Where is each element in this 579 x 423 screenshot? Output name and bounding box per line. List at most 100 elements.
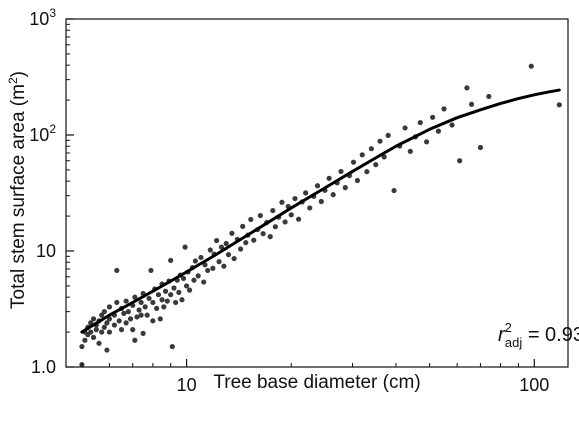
data-point bbox=[79, 343, 85, 350]
data-point bbox=[186, 287, 193, 293]
data-point bbox=[182, 244, 188, 250]
data-point bbox=[229, 230, 235, 236]
y-tick-label: 10 bbox=[36, 241, 56, 261]
data-point bbox=[210, 265, 216, 271]
data-point bbox=[114, 267, 120, 274]
data-point bbox=[288, 212, 294, 218]
data-point bbox=[142, 304, 148, 310]
data-point bbox=[267, 234, 273, 240]
data-point bbox=[282, 219, 288, 225]
data-point bbox=[207, 247, 213, 253]
data-point bbox=[342, 185, 348, 191]
annotation-value: = 0.93 bbox=[522, 324, 579, 346]
data-point bbox=[338, 168, 344, 175]
data-point bbox=[201, 279, 207, 285]
data-point bbox=[173, 299, 179, 306]
x-tick-label: 10 bbox=[177, 375, 197, 395]
data-point bbox=[326, 175, 332, 181]
data-point bbox=[161, 304, 167, 310]
data-point bbox=[303, 190, 309, 196]
data-point bbox=[169, 343, 175, 350]
data-point bbox=[377, 138, 383, 144]
data-point bbox=[225, 252, 232, 258]
data-point bbox=[111, 322, 117, 328]
data-point bbox=[435, 128, 442, 134]
data-point bbox=[96, 340, 102, 346]
data-point bbox=[195, 273, 201, 279]
data-point bbox=[191, 277, 197, 283]
data-point bbox=[150, 318, 156, 324]
data-point bbox=[106, 304, 113, 310]
data-point bbox=[192, 258, 198, 264]
data-point bbox=[350, 159, 357, 165]
data-point bbox=[457, 158, 463, 164]
data-points bbox=[79, 63, 562, 368]
data-point bbox=[449, 122, 455, 128]
annotation-superscript: 2 bbox=[505, 320, 512, 335]
data-point bbox=[198, 254, 204, 261]
data-point bbox=[314, 183, 321, 189]
data-point bbox=[168, 292, 174, 298]
y-axis-label-main: Total stem surface area (m bbox=[8, 84, 29, 309]
data-point bbox=[307, 205, 313, 211]
data-point bbox=[90, 316, 97, 322]
data-point bbox=[354, 177, 361, 184]
x-tick-label: 100 bbox=[519, 375, 549, 395]
data-point bbox=[132, 337, 138, 343]
data-point bbox=[162, 288, 169, 294]
data-point bbox=[296, 216, 302, 222]
data-point bbox=[240, 223, 246, 229]
data-point bbox=[155, 292, 162, 298]
data-point bbox=[114, 299, 120, 306]
data-point bbox=[82, 337, 88, 343]
data-point bbox=[486, 93, 492, 100]
data-point bbox=[292, 195, 298, 202]
x-axis-label: Tree base diameter (cm) bbox=[213, 372, 420, 393]
data-point bbox=[168, 257, 174, 263]
data-point bbox=[171, 285, 177, 291]
data-point bbox=[214, 237, 220, 244]
y-tick-label: 102 bbox=[29, 122, 56, 145]
data-point bbox=[121, 310, 127, 316]
data-point bbox=[464, 85, 470, 91]
data-point bbox=[138, 299, 144, 306]
data-point bbox=[144, 312, 150, 318]
data-point bbox=[318, 198, 324, 205]
annotation-subscript: adj bbox=[505, 335, 522, 350]
data-point bbox=[272, 224, 278, 230]
data-point bbox=[101, 324, 107, 330]
data-point bbox=[237, 246, 244, 252]
data-point bbox=[330, 192, 336, 198]
data-point bbox=[270, 207, 276, 214]
data-point bbox=[402, 125, 408, 131]
data-point bbox=[468, 101, 475, 107]
data-point bbox=[248, 216, 254, 223]
fit-line bbox=[80, 88, 561, 334]
data-point bbox=[127, 316, 134, 322]
data-point bbox=[373, 162, 379, 168]
data-point bbox=[99, 329, 105, 335]
data-point bbox=[423, 139, 430, 145]
data-point bbox=[430, 114, 436, 120]
fit-annotation: r2 adj = 0.93 bbox=[498, 320, 579, 350]
data-point bbox=[243, 240, 249, 246]
data-point bbox=[140, 330, 146, 336]
data-point bbox=[159, 297, 165, 303]
data-point bbox=[90, 334, 97, 340]
data-point bbox=[251, 237, 257, 243]
y-tick-label: 103 bbox=[29, 6, 56, 29]
data-point bbox=[104, 347, 110, 353]
data-point bbox=[123, 298, 129, 304]
data-point bbox=[176, 289, 182, 295]
data-point bbox=[477, 144, 484, 151]
data-point bbox=[391, 187, 397, 194]
data-point bbox=[231, 255, 237, 262]
data-point bbox=[417, 119, 423, 126]
axes: 10 100 1.0 10 102 103 bbox=[29, 6, 569, 395]
data-point bbox=[148, 267, 154, 274]
data-point bbox=[157, 316, 163, 322]
data-point bbox=[556, 102, 562, 108]
data-point bbox=[154, 305, 160, 312]
data-point bbox=[223, 240, 229, 247]
